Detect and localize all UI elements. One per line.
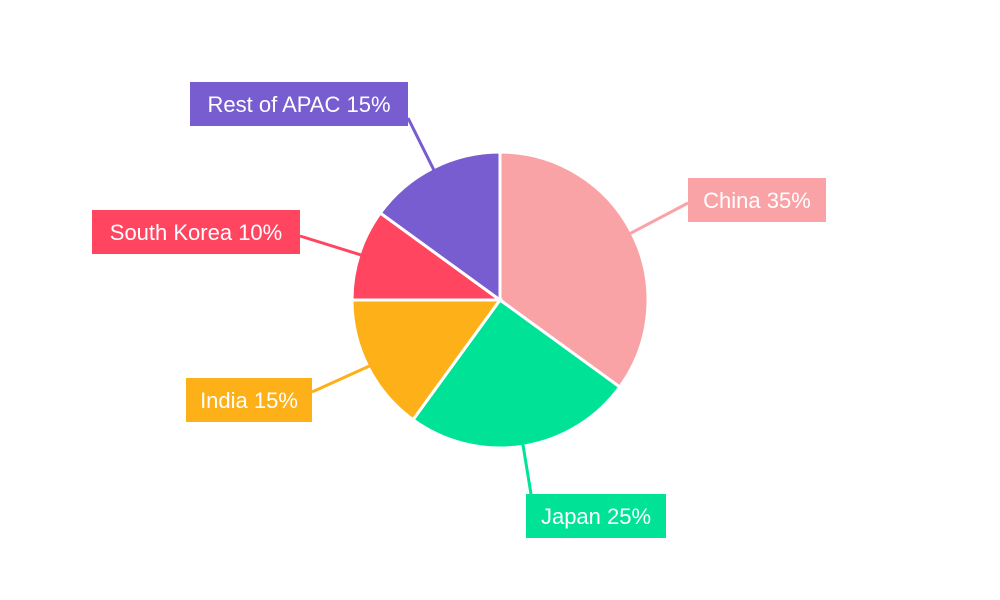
leaders-layer [299, 117, 689, 495]
data-label-box [526, 494, 666, 538]
data-label-text: China 35% [703, 188, 811, 213]
data-label-south-korea: South Korea 10% [92, 210, 300, 254]
data-label-text: Rest of APAC 15% [207, 92, 390, 117]
leader-line-south-korea [299, 234, 372, 260]
leader-line-rest-of-apac [406, 117, 440, 180]
data-label-japan: Japan 25% [526, 494, 666, 538]
data-label-text: Japan 25% [541, 504, 651, 529]
leader-line-japan [519, 434, 533, 495]
data-label-box [190, 82, 408, 126]
data-label-rest-of-apac: Rest of APAC 15% [190, 82, 408, 126]
data-label-box [92, 210, 300, 254]
data-label-box [688, 178, 826, 222]
data-label-india: India 15% [186, 378, 312, 422]
data-label-text: South Korea 10% [110, 220, 282, 245]
data-label-box [186, 378, 312, 422]
leader-line-china [620, 201, 689, 240]
leader-line-india [311, 360, 380, 394]
data-label-china: China 35% [688, 178, 826, 222]
labels-layer: China 35% Japan 25% India 15% South Korea 1… [92, 82, 826, 538]
data-label-text: India 15% [200, 388, 298, 413]
slices-layer [350, 150, 650, 450]
